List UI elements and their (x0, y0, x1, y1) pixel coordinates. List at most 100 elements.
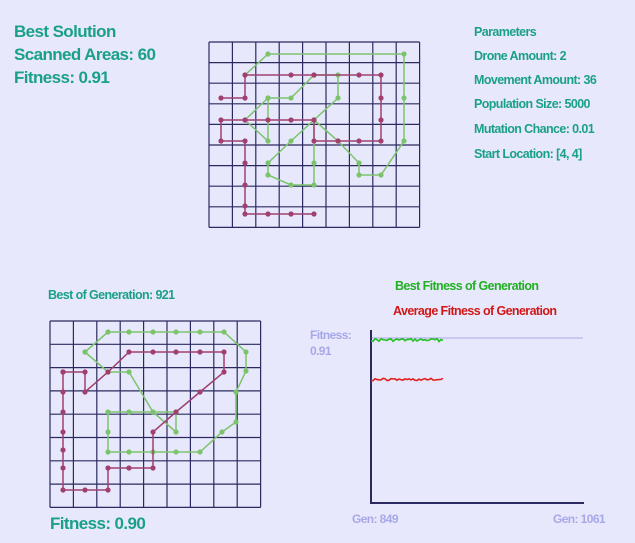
waypoint (150, 429, 156, 435)
waypoint (197, 389, 203, 395)
waypoint (265, 51, 271, 57)
waypoint (265, 117, 271, 123)
best-of-generation-title: Best of Generation: 921 (48, 288, 175, 302)
waypoint (173, 329, 179, 335)
waypoint (233, 389, 239, 395)
waypoint (218, 117, 224, 123)
waypoint (288, 117, 294, 123)
param-start-location: Start Location: [4, 4] (474, 147, 582, 161)
waypoint (150, 349, 156, 355)
waypoint (378, 72, 384, 78)
parameters-title: Parameters (474, 25, 537, 39)
waypoint (105, 449, 111, 455)
waypoint (356, 72, 362, 78)
waypoint (150, 465, 156, 471)
waypoint (378, 172, 384, 178)
waypoint (173, 429, 179, 435)
waypoint (221, 329, 227, 335)
waypoint (197, 329, 203, 335)
waypoint (288, 72, 294, 78)
legend-average-fitness: Average Fitness of Generation (393, 304, 557, 318)
best-fitness-series (370, 337, 444, 343)
waypoint (60, 369, 66, 375)
average-fitness-series (370, 377, 444, 382)
waypoint (126, 369, 132, 375)
waypoint (242, 211, 248, 217)
y-axis-label: Fitness: (310, 328, 352, 342)
waypoint (197, 349, 203, 355)
waypoint (265, 211, 271, 217)
param-population-size: Population Size: 5000 (474, 97, 591, 111)
waypoint (288, 211, 294, 217)
waypoint (242, 117, 248, 123)
waypoint (60, 409, 66, 415)
waypoint (356, 160, 362, 166)
waypoint (218, 138, 224, 144)
x-axis-end-label: Gen: 1061 (553, 512, 606, 526)
waypoint (335, 95, 341, 101)
param-drone-amount: Drone Amount: 2 (474, 49, 567, 63)
waypoint (60, 487, 66, 493)
legend-best-fitness: Best Fitness of Generation (395, 279, 539, 293)
waypoint (378, 138, 384, 144)
waypoint (242, 72, 248, 78)
waypoint (401, 95, 407, 101)
waypoint (60, 465, 66, 471)
waypoint (242, 160, 248, 166)
waypoint (150, 329, 156, 335)
param-mutation-chance: Mutation Chance: 0.01 (474, 122, 595, 136)
waypoint (242, 95, 248, 101)
waypoint (288, 138, 294, 144)
waypoint (242, 138, 248, 144)
scanned-areas-label: Scanned Areas: 60 (14, 45, 156, 64)
waypoint (221, 369, 227, 375)
waypoint (311, 182, 317, 188)
waypoint (265, 95, 271, 101)
y-axis-value: 0.91 (310, 344, 332, 358)
waypoint (311, 72, 317, 78)
waypoint (60, 447, 66, 453)
waypoint (311, 160, 317, 166)
best-fitness-label: Fitness: 0.91 (14, 68, 110, 87)
waypoint (288, 182, 294, 188)
waypoint (311, 117, 317, 123)
waypoint (60, 429, 66, 435)
generation-fitness-label: Fitness: 0.90 (50, 514, 146, 533)
generation-grid (49, 320, 262, 508)
waypoint (233, 419, 239, 425)
waypoint (242, 182, 248, 188)
best-solution-grid (208, 41, 421, 228)
waypoint (265, 138, 271, 144)
waypoint (126, 409, 132, 415)
best-solution-title: Best Solution (14, 22, 116, 41)
waypoint (105, 409, 111, 415)
waypoint (242, 203, 248, 209)
waypoint (311, 211, 317, 217)
waypoint (173, 409, 179, 415)
waypoint (378, 117, 384, 123)
waypoint (243, 368, 249, 374)
waypoint (311, 138, 317, 144)
waypoint (288, 95, 294, 101)
waypoint (105, 429, 111, 435)
waypoint (335, 138, 341, 144)
waypoint (173, 449, 179, 455)
x-axis-start-label: Gen: 849 (352, 512, 398, 526)
waypoint (105, 465, 111, 471)
waypoint (105, 487, 111, 493)
waypoint (221, 349, 227, 355)
waypoint (378, 95, 384, 101)
waypoint (126, 349, 132, 355)
fitness-chart (370, 330, 584, 504)
waypoint (126, 449, 132, 455)
param-movement-amount: Movement Amount: 36 (474, 73, 597, 87)
waypoint (82, 389, 88, 395)
waypoint (265, 172, 271, 178)
waypoint (197, 449, 203, 455)
waypoint (356, 138, 362, 144)
waypoint (82, 487, 88, 493)
waypoint (265, 160, 271, 166)
waypoint (243, 349, 249, 355)
waypoint (82, 369, 88, 375)
